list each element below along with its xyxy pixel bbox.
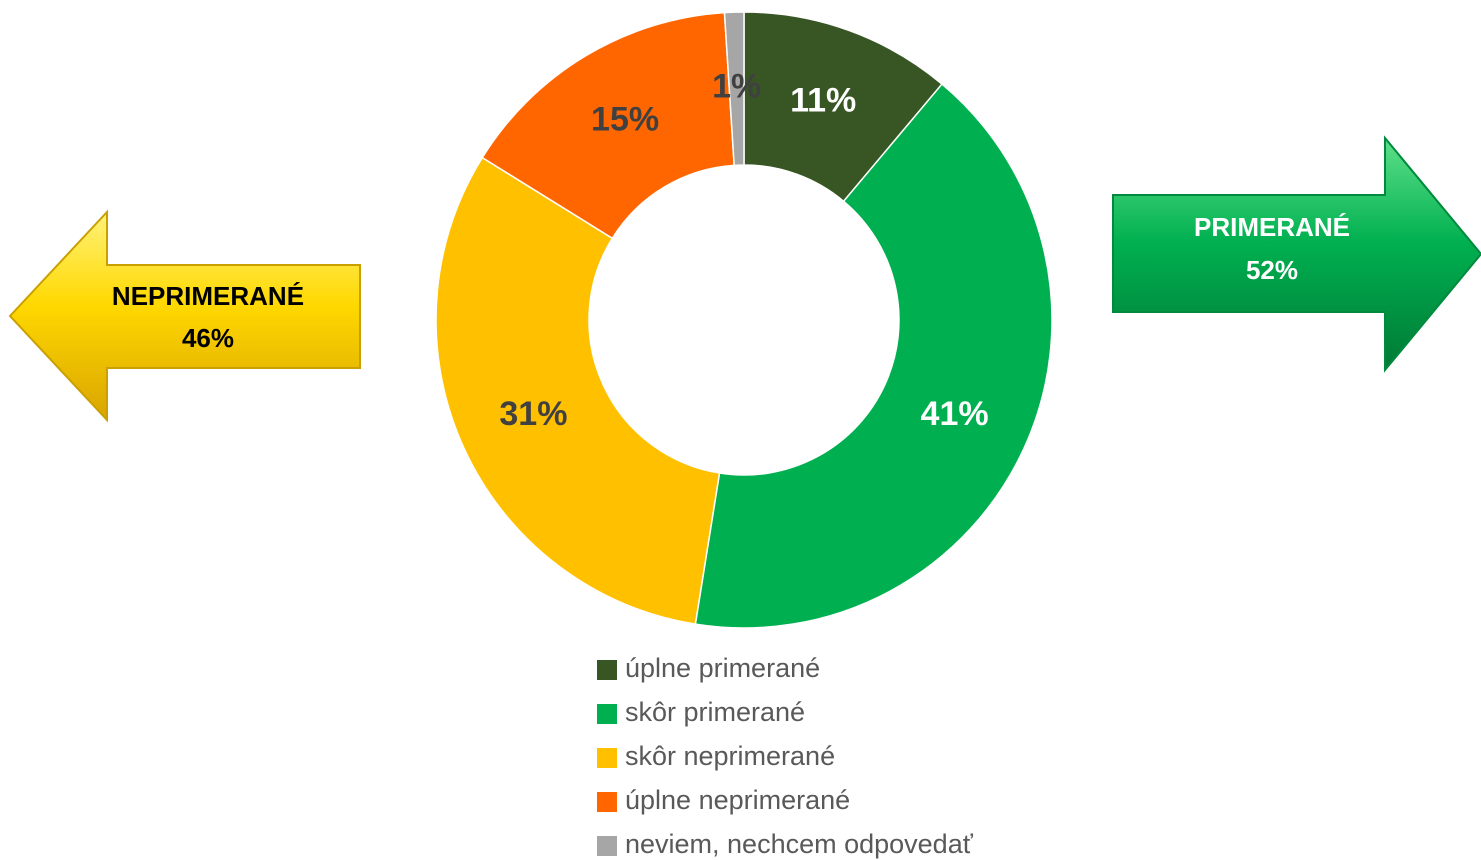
donut-slice <box>481 11 735 240</box>
data-label: 11% <box>790 81 856 119</box>
legend-label: neviem, nechcem odpovedať <box>625 829 974 859</box>
legend-label: úplne primerané <box>625 653 820 683</box>
arrow-label: NEPRIMERANÉ <box>112 281 304 311</box>
data-label: 41% <box>921 395 989 433</box>
data-label: 15% <box>591 100 659 138</box>
legend-swatch <box>597 836 617 856</box>
arrow-value: 46% <box>182 323 234 353</box>
donut-slice <box>694 83 1053 629</box>
legend-swatch <box>597 748 617 768</box>
legend-swatch <box>597 660 617 680</box>
legend-label: úplne neprimerané <box>625 785 850 815</box>
legend-label: skôr primerané <box>625 697 805 727</box>
donut-slice <box>723 11 745 167</box>
arrow-label: PRIMERANÉ <box>1194 212 1350 242</box>
left-arrow: NEPRIMERANÉ 46% <box>8 209 361 423</box>
legend-label: skôr neprimerané <box>625 741 835 771</box>
legend-swatch <box>597 792 617 812</box>
right-arrow: PRIMERANÉ 52% <box>1112 135 1481 373</box>
donut-slice <box>435 156 721 625</box>
arrow-value: 52% <box>1246 255 1298 285</box>
legend-swatch <box>597 704 617 724</box>
data-label: 1% <box>712 68 761 106</box>
data-label: 31% <box>499 395 567 433</box>
